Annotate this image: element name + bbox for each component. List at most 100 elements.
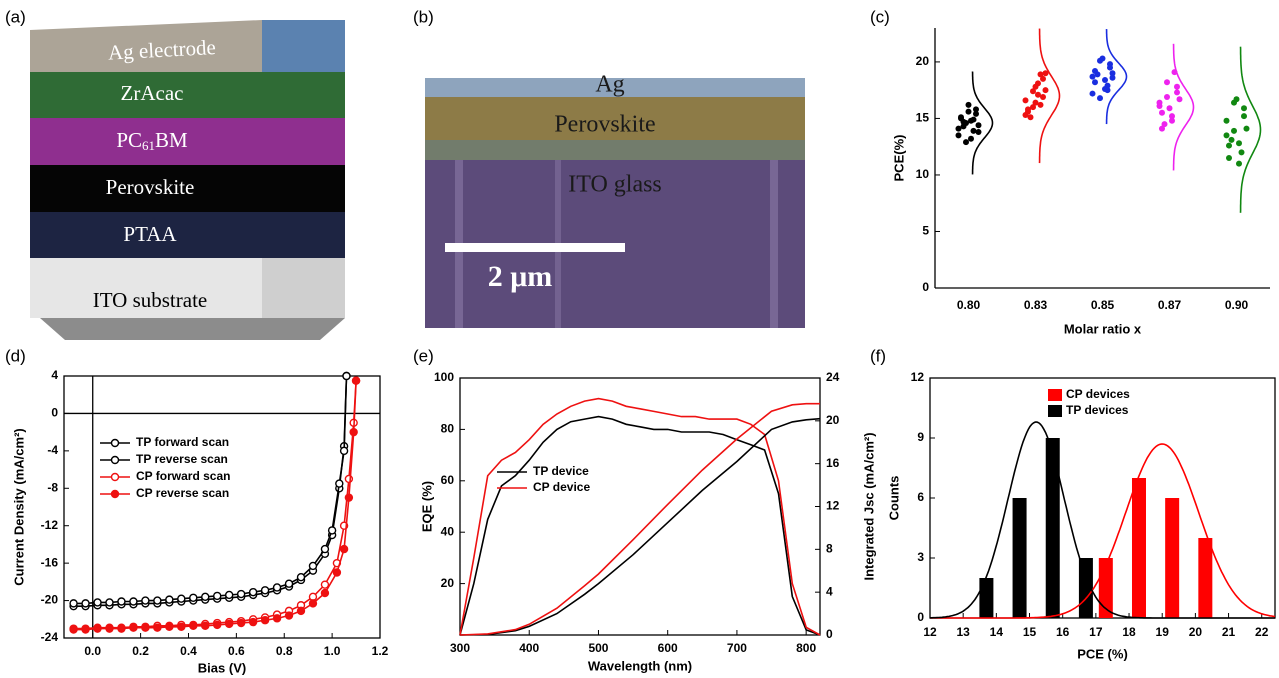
marker <box>345 475 352 482</box>
data-point <box>1110 75 1116 81</box>
marker <box>274 615 281 622</box>
y2-tick-label: 24 <box>826 370 840 384</box>
fit-curve <box>1241 47 1261 213</box>
layer-side <box>262 20 345 72</box>
y-tick-label: 60 <box>441 473 455 487</box>
marker <box>343 373 350 380</box>
data-point <box>1092 68 1098 74</box>
x-tick-label: 0.87 <box>1158 298 1182 312</box>
scale-bar <box>445 243 625 252</box>
y2-tick-label: 12 <box>826 499 840 513</box>
marker <box>333 569 340 576</box>
x-tick-label: 16 <box>1056 625 1070 639</box>
marker <box>202 593 209 600</box>
data-point <box>966 109 972 115</box>
data-point <box>1167 105 1173 111</box>
x-tick-label: 500 <box>588 641 608 655</box>
data-point <box>976 129 982 135</box>
x-tick-label: 800 <box>796 641 816 655</box>
y-axis-label: Current Density (mA/cm²) <box>11 428 26 585</box>
data-point <box>1241 105 1247 111</box>
legend-label: CP forward scan <box>136 469 230 483</box>
label-subscript: 61 <box>142 138 155 153</box>
scale-label: 2 μm <box>488 260 553 293</box>
y-tick-label: 9 <box>917 430 924 444</box>
series-line <box>460 419 820 635</box>
y-tick-label: 5 <box>922 224 929 238</box>
y2-tick-label: 4 <box>826 584 833 598</box>
data-point <box>1105 87 1111 93</box>
layer-label: ZrAcac <box>121 81 184 105</box>
bar <box>1165 498 1179 618</box>
marker <box>262 587 269 594</box>
marker <box>178 623 185 630</box>
x-tick-label: 13 <box>956 625 970 639</box>
data-point <box>1159 126 1165 132</box>
marker <box>226 620 233 627</box>
series-line <box>74 381 357 630</box>
data-point <box>1226 155 1232 161</box>
marker <box>202 622 209 629</box>
x-tick-label: 17 <box>1089 625 1103 639</box>
data-point <box>968 136 974 142</box>
fit-curve <box>973 72 993 175</box>
panel-label: (d) <box>5 346 26 365</box>
marker <box>130 624 137 631</box>
x-tick-label: 600 <box>658 641 678 655</box>
data-point <box>956 132 962 138</box>
legend-label: TP device <box>533 464 589 478</box>
x-tick-label: 19 <box>1156 625 1170 639</box>
bar <box>979 578 993 618</box>
marker <box>214 592 221 599</box>
x-tick-label: 1.0 <box>324 644 341 658</box>
x-tick-label: 0.8 <box>276 644 293 658</box>
marker <box>106 625 113 632</box>
data-point <box>1236 161 1242 167</box>
data-point <box>1224 118 1230 124</box>
bar <box>1198 538 1212 618</box>
region-label: Perovskite <box>554 112 655 138</box>
data-point <box>973 111 979 117</box>
layer-label: Perovskite <box>106 175 195 199</box>
region-label: Ag <box>595 72 624 98</box>
substrate-base <box>40 318 345 340</box>
label-part: BM <box>155 128 188 152</box>
x-tick-label: 0.6 <box>228 644 245 658</box>
data-point <box>971 128 977 134</box>
layer <box>30 212 345 258</box>
data-point <box>961 119 967 125</box>
panel-label: (f) <box>870 346 886 365</box>
x-tick-label: 400 <box>519 641 539 655</box>
x-axis-label: Bias (V) <box>198 660 246 675</box>
x-tick-label: 0.80 <box>957 298 981 312</box>
marker <box>286 580 293 587</box>
marker <box>214 621 221 628</box>
marker <box>166 596 173 603</box>
y-tick-label: 40 <box>441 524 455 538</box>
data-point <box>1241 113 1247 119</box>
x-tick-label: 0.83 <box>1024 298 1048 312</box>
y-tick-label: 80 <box>441 422 455 436</box>
x-tick-label: 0.2 <box>132 644 149 658</box>
data-point <box>968 118 974 124</box>
y-tick-label: -16 <box>41 555 59 569</box>
x-tick-label: 700 <box>727 641 747 655</box>
x-tick-label: 21 <box>1222 625 1236 639</box>
x-axis-label: PCE (%) <box>1077 646 1128 661</box>
panel-label: (a) <box>5 7 26 26</box>
data-point <box>1092 79 1098 85</box>
y-tick-label: 3 <box>917 550 924 564</box>
marker <box>250 589 257 596</box>
data-point <box>1174 89 1180 95</box>
data-point <box>1239 149 1245 155</box>
data-point <box>963 139 969 145</box>
marker <box>118 598 125 605</box>
data-point <box>1033 100 1039 106</box>
marker <box>298 574 305 581</box>
x-tick-label: 18 <box>1122 625 1136 639</box>
x-tick-label: 300 <box>450 641 470 655</box>
y-tick-label: 20 <box>916 54 930 68</box>
marker <box>238 591 245 598</box>
data-point <box>1244 126 1250 132</box>
figure: (a) Ag electrode ZrAcac PC61BM Perovskit… <box>0 0 1279 678</box>
